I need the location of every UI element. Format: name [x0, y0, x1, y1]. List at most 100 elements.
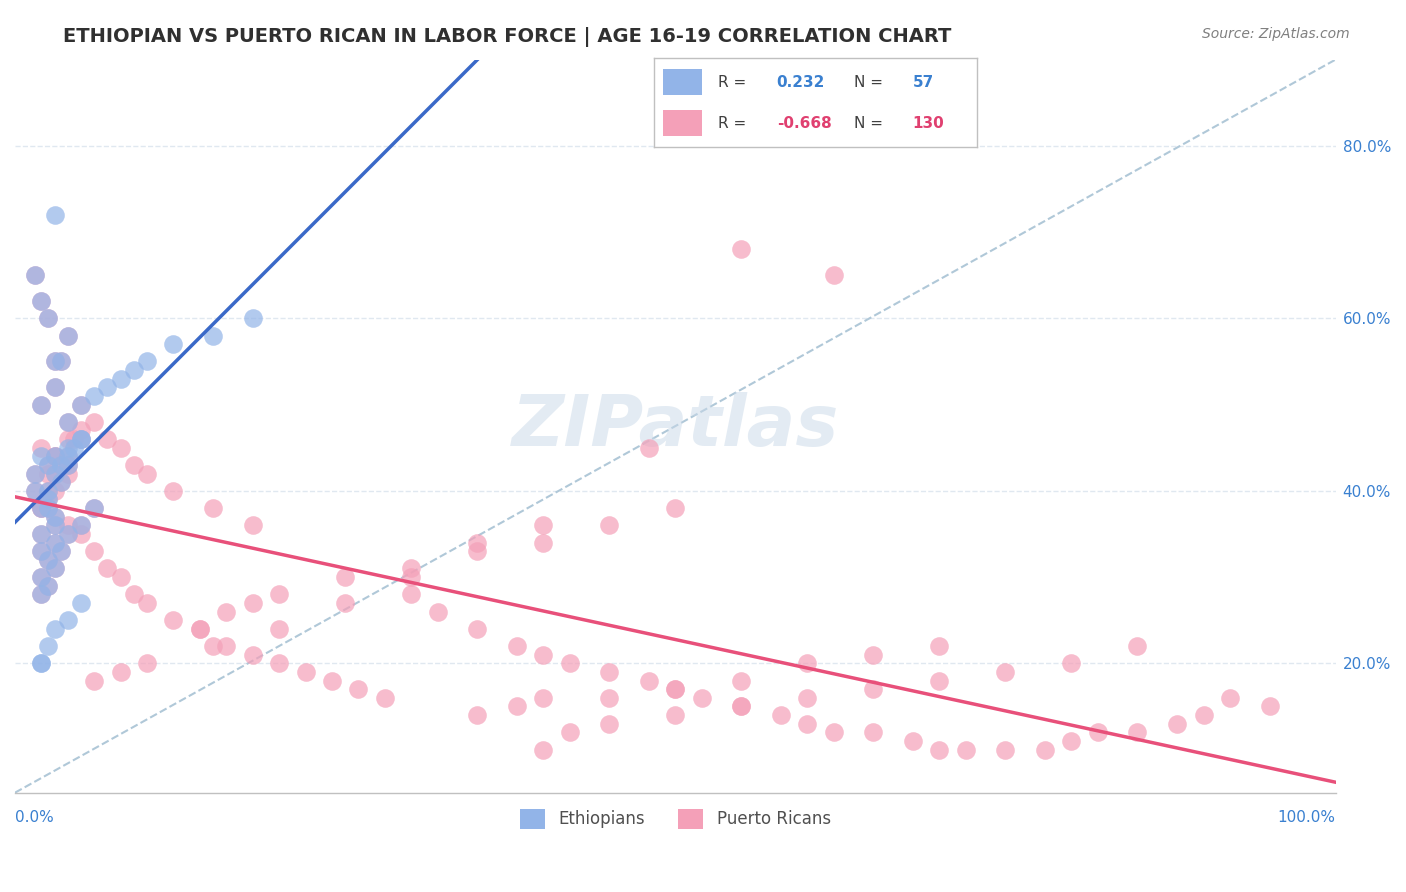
Point: [44, 354, 66, 368]
FancyBboxPatch shape: [664, 110, 703, 136]
Point: [30, 570, 52, 584]
Point: [37, 483, 59, 498]
Point: [56, 415, 79, 429]
Point: [37, 492, 59, 507]
Point: [823, 725, 845, 739]
Point: [162, 483, 184, 498]
Point: [242, 311, 264, 326]
Point: [30, 587, 52, 601]
Point: [188, 622, 211, 636]
Point: [44, 622, 66, 636]
Point: [188, 622, 211, 636]
Point: [44, 561, 66, 575]
Point: [399, 561, 422, 575]
Point: [664, 501, 686, 516]
Point: [1033, 742, 1056, 756]
Text: 0.0%: 0.0%: [15, 810, 53, 825]
Point: [30, 587, 52, 601]
Point: [1219, 690, 1241, 705]
Point: [44, 208, 66, 222]
Point: [531, 742, 554, 756]
Point: [37, 311, 59, 326]
Point: [796, 657, 818, 671]
Point: [44, 380, 66, 394]
Point: [110, 441, 132, 455]
Point: [24, 268, 46, 283]
Point: [56, 518, 79, 533]
Point: [269, 657, 291, 671]
Point: [637, 673, 659, 688]
Point: [399, 570, 422, 584]
Point: [51, 544, 73, 558]
Point: [70, 518, 93, 533]
Point: [96, 380, 118, 394]
Point: [664, 682, 686, 697]
Point: [83, 544, 105, 558]
Point: [202, 639, 225, 653]
Point: [37, 639, 59, 653]
Point: [30, 501, 52, 516]
Point: [44, 467, 66, 481]
Point: [598, 716, 620, 731]
Point: [44, 380, 66, 394]
Point: [531, 518, 554, 533]
Point: [730, 699, 752, 714]
Point: [374, 690, 396, 705]
Point: [994, 742, 1017, 756]
Point: [56, 441, 79, 455]
Point: [294, 665, 316, 679]
Point: [44, 509, 66, 524]
Point: [122, 587, 145, 601]
Point: [30, 570, 52, 584]
Point: [70, 432, 93, 446]
Point: [202, 501, 225, 516]
Point: [24, 467, 46, 481]
Point: [1060, 657, 1083, 671]
Point: [730, 673, 752, 688]
Point: [664, 708, 686, 723]
Point: [44, 535, 66, 549]
Point: [51, 354, 73, 368]
Point: [110, 665, 132, 679]
Point: [51, 475, 73, 490]
Point: [37, 579, 59, 593]
Point: [51, 458, 73, 472]
Point: [823, 268, 845, 283]
Point: [730, 699, 752, 714]
Point: [56, 467, 79, 481]
Point: [63, 432, 86, 446]
Point: [110, 372, 132, 386]
Point: [242, 648, 264, 662]
Point: [83, 415, 105, 429]
Point: [96, 432, 118, 446]
Point: [24, 483, 46, 498]
Point: [242, 596, 264, 610]
Point: [465, 544, 488, 558]
Point: [51, 544, 73, 558]
Point: [37, 483, 59, 498]
Point: [862, 725, 884, 739]
Point: [637, 441, 659, 455]
Point: [465, 708, 488, 723]
Point: [44, 518, 66, 533]
Point: [122, 363, 145, 377]
Text: Source: ZipAtlas.com: Source: ZipAtlas.com: [1202, 27, 1350, 41]
Point: [44, 483, 66, 498]
Point: [30, 544, 52, 558]
Point: [30, 294, 52, 309]
Point: [1258, 699, 1281, 714]
Point: [51, 475, 73, 490]
Point: [63, 441, 86, 455]
Point: [30, 294, 52, 309]
Point: [44, 518, 66, 533]
Point: [110, 570, 132, 584]
Point: [70, 432, 93, 446]
Point: [37, 311, 59, 326]
Point: [531, 690, 554, 705]
Point: [269, 587, 291, 601]
Point: [506, 699, 529, 714]
Text: 57: 57: [912, 75, 934, 89]
Point: [136, 596, 159, 610]
Point: [162, 337, 184, 351]
Point: [56, 613, 79, 627]
